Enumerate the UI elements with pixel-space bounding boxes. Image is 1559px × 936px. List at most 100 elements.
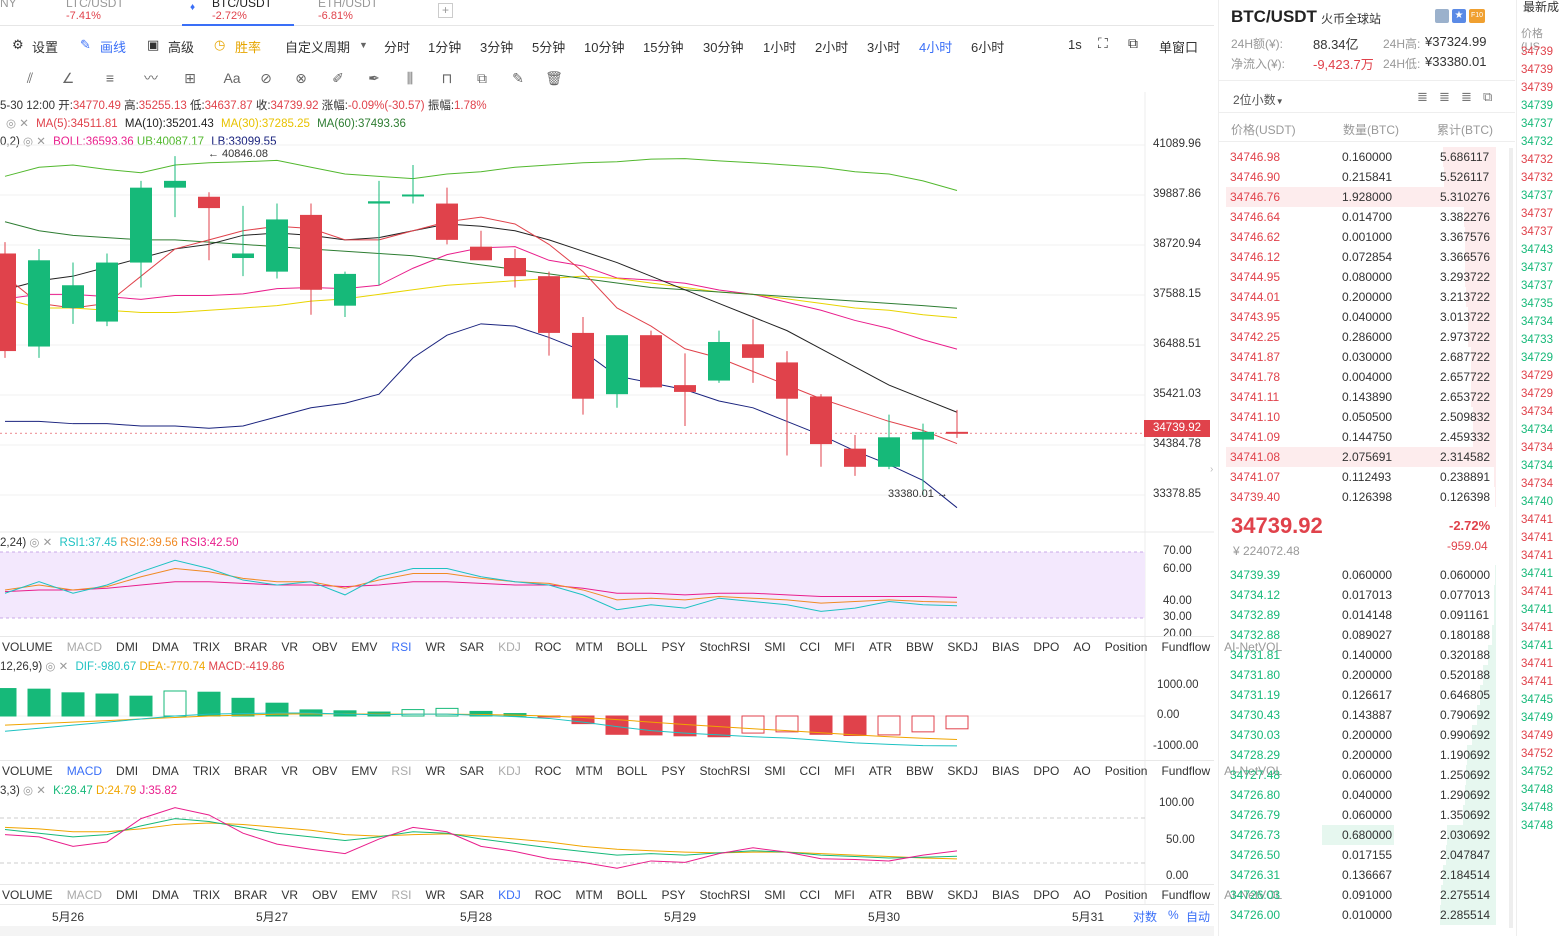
clock-icon[interactable]: ◷ bbox=[214, 37, 226, 52]
tab-ny[interactable]: NY bbox=[0, 0, 17, 10]
orderbook-row[interactable]: 34746.12 0.072854 3.366576 bbox=[1230, 247, 1496, 267]
candle[interactable] bbox=[368, 180, 390, 286]
candle[interactable] bbox=[436, 187, 458, 245]
candle[interactable] bbox=[504, 248, 526, 288]
indicator-tab-dmi[interactable]: DMI bbox=[116, 764, 139, 778]
indicator-tab-fundflow[interactable]: Fundflow bbox=[1161, 764, 1211, 778]
period-4h[interactable]: 4小时 bbox=[919, 40, 953, 55]
candle[interactable] bbox=[912, 423, 934, 495]
trash-icon[interactable]: 🗑 bbox=[545, 70, 563, 86]
star-icon[interactable]: ★ bbox=[1452, 9, 1466, 23]
kline-chart[interactable] bbox=[0, 92, 1214, 920]
single-window-button[interactable]: 单窗口 bbox=[1159, 40, 1199, 55]
candle[interactable] bbox=[300, 203, 322, 315]
period-3h[interactable]: 3小时 bbox=[867, 40, 901, 55]
indicator-tab-skdj[interactable]: SKDJ bbox=[947, 888, 979, 902]
orderbook-row[interactable]: 34741.10 0.050500 2.509832 bbox=[1230, 407, 1496, 427]
period-2h[interactable]: 2小时 bbox=[815, 40, 849, 55]
indicator-tab-dmi[interactable]: DMI bbox=[116, 888, 139, 902]
bell-icon[interactable] bbox=[1435, 9, 1449, 23]
indicator-tab-skdj[interactable]: SKDJ bbox=[947, 640, 979, 654]
candle[interactable] bbox=[742, 319, 764, 383]
orderbook-row[interactable]: 34744.01 0.200000 3.213722 bbox=[1230, 287, 1496, 307]
fullscreen-icon[interactable]: ⛶ bbox=[1098, 35, 1108, 51]
eye-icon[interactable]: ◎ bbox=[29, 537, 40, 549]
eye-icon[interactable]: ◎ bbox=[23, 136, 34, 148]
orderbook-row[interactable]: 34741.11 0.143890 2.653722 bbox=[1230, 387, 1496, 407]
indicator-tab-position[interactable]: Position bbox=[1104, 640, 1148, 654]
indicator-tab-mfi[interactable]: MFI bbox=[834, 764, 855, 778]
book-both-icon[interactable]: ≣ bbox=[1417, 89, 1428, 104]
orderbook-row[interactable]: 34728.29 0.200000 1.190692 bbox=[1230, 745, 1496, 765]
candle[interactable] bbox=[538, 271, 560, 356]
indicator-tab-dpo[interactable]: DPO bbox=[1033, 640, 1060, 654]
orderbook-row[interactable]: 34731.19 0.126617 0.646805 bbox=[1230, 685, 1496, 705]
period-5m[interactable]: 5分钟 bbox=[532, 40, 566, 55]
indicator-tab-ao[interactable]: AO bbox=[1073, 640, 1091, 654]
candle[interactable] bbox=[674, 353, 696, 426]
indicator-tab-vr[interactable]: VR bbox=[281, 764, 299, 778]
orderbook-row[interactable]: 34734.12 0.017013 0.077013 bbox=[1230, 585, 1496, 605]
indicator-tab-kdj[interactable]: KDJ bbox=[498, 888, 521, 902]
indicator-tab-trix[interactable]: TRIX bbox=[192, 764, 221, 778]
indicator-tab-smi[interactable]: SMI bbox=[764, 640, 786, 654]
indicator-tab-rsi[interactable]: RSI bbox=[391, 764, 412, 778]
indicator-tab-rsi[interactable]: RSI bbox=[391, 888, 412, 902]
eye-icon[interactable]: ◎ bbox=[23, 785, 34, 797]
period-3m[interactable]: 3分钟 bbox=[480, 40, 514, 55]
indicator-tab-skdj[interactable]: SKDJ bbox=[947, 764, 979, 778]
indicator-tab-dma[interactable]: DMA bbox=[152, 640, 179, 654]
text-icon[interactable]: Aa bbox=[223, 70, 241, 86]
bars-icon[interactable]: ⫼ bbox=[406, 70, 414, 86]
indicator-tab-mfi[interactable]: MFI bbox=[834, 640, 855, 654]
eye-icon[interactable]: ◎ bbox=[6, 118, 17, 130]
orderbook-row[interactable]: 34741.07 0.112493 0.238891 bbox=[1230, 467, 1496, 487]
indicator-tab-boll[interactable]: BOLL bbox=[616, 888, 648, 902]
add-tab-button[interactable]: + bbox=[438, 3, 453, 18]
indicator-tab-smi[interactable]: SMI bbox=[764, 764, 786, 778]
rect-icon[interactable]: ⊞ bbox=[184, 70, 196, 86]
fib-icon[interactable]: ⊘ bbox=[260, 70, 272, 86]
close-icon[interactable]: ✕ bbox=[19, 118, 29, 130]
candle[interactable] bbox=[878, 414, 900, 470]
period-10m[interactable]: 10分钟 bbox=[584, 40, 625, 55]
indicator-tab-fundflow[interactable]: Fundflow bbox=[1161, 888, 1211, 902]
orderbook-row[interactable]: 34730.43 0.143887 0.790692 bbox=[1230, 705, 1496, 725]
indicator-tab-emv[interactable]: EMV bbox=[351, 888, 378, 902]
period-30m[interactable]: 30分钟 bbox=[703, 40, 744, 55]
indicator-tab-dma[interactable]: DMA bbox=[152, 888, 179, 902]
indicator-tab-brar[interactable]: BRAR bbox=[234, 764, 268, 778]
indicator-tab-bbw[interactable]: BBW bbox=[906, 888, 934, 902]
indicator-tab-wr[interactable]: WR bbox=[425, 888, 446, 902]
angle-icon[interactable]: ∠ bbox=[61, 70, 75, 86]
candle[interactable] bbox=[232, 205, 254, 277]
period-6h[interactable]: 6小时 bbox=[971, 40, 1005, 55]
indicator-tab-mtm[interactable]: MTM bbox=[575, 888, 603, 902]
indicator-tab-mtm[interactable]: MTM bbox=[575, 640, 603, 654]
interval-1s[interactable]: 1s bbox=[1068, 37, 1082, 52]
indicator-tab-boll[interactable]: BOLL bbox=[616, 640, 648, 654]
candle[interactable] bbox=[946, 409, 968, 438]
indicator-tab-stochrsi[interactable]: StochRSI bbox=[699, 888, 751, 902]
wave-icon[interactable]: 〰 bbox=[144, 70, 158, 86]
orderbook-row[interactable]: 34741.08 2.075691 2.314582 bbox=[1226, 447, 1496, 467]
book-bids-icon[interactable]: ≣ bbox=[1461, 89, 1472, 104]
candle[interactable] bbox=[810, 394, 832, 467]
indicator-tab-position[interactable]: Position bbox=[1104, 888, 1148, 902]
period-1m[interactable]: 1分钟 bbox=[428, 40, 462, 55]
trendline-icon[interactable]: ⫽ bbox=[26, 70, 34, 86]
indicator-tab-ai-netvol[interactable]: AI-NetVOL bbox=[1224, 640, 1283, 654]
candle[interactable] bbox=[96, 253, 118, 327]
briefcase-icon[interactable]: ▣ bbox=[147, 37, 160, 52]
close-icon[interactable]: ✕ bbox=[36, 785, 46, 797]
indicator-tab-position[interactable]: Position bbox=[1104, 764, 1148, 778]
orderbook-row[interactable]: 34741.09 0.144750 2.459332 bbox=[1230, 427, 1496, 447]
candle[interactable] bbox=[402, 164, 424, 204]
orderbook-row[interactable]: 34731.80 0.200000 0.520188 bbox=[1230, 665, 1496, 685]
indicator-tab-smi[interactable]: SMI bbox=[764, 888, 786, 902]
orderbook-row[interactable]: 34726.79 0.060000 1.350692 bbox=[1230, 805, 1496, 825]
indicator-tab-dpo[interactable]: DPO bbox=[1033, 764, 1060, 778]
indicator-tab-dma[interactable]: DMA bbox=[152, 764, 179, 778]
window-icon[interactable]: ⧉ bbox=[1128, 35, 1138, 51]
indicator-tab-kdj[interactable]: KDJ bbox=[498, 640, 521, 654]
